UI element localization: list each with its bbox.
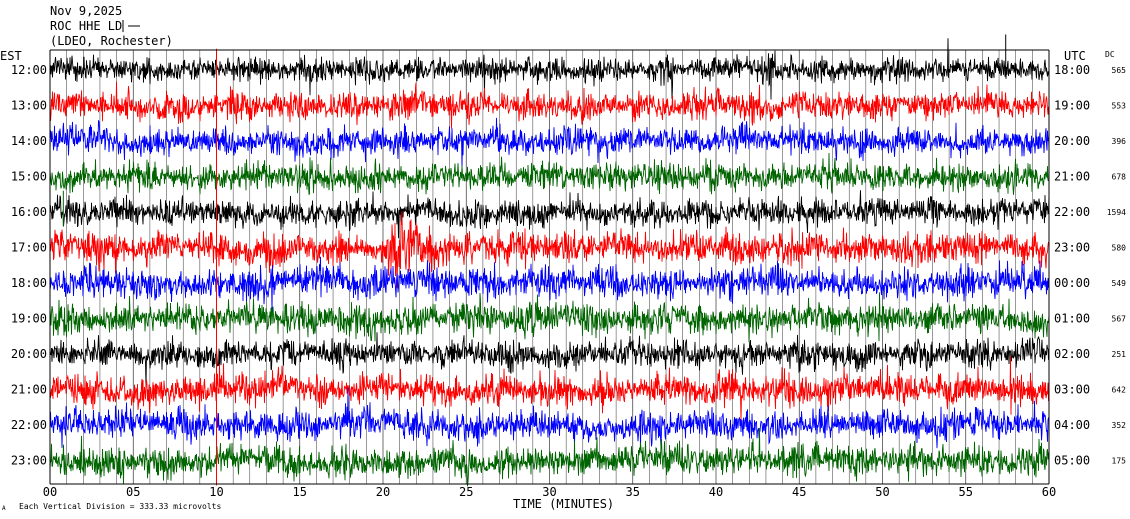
x-tick-label: 35 [626, 485, 640, 499]
utc-hour-label: 18:00 [1054, 63, 1090, 77]
utc-hour-label: 03:00 [1054, 383, 1090, 397]
utc-hour-label: 05:00 [1054, 454, 1090, 468]
trace-group [49, 34, 1050, 487]
dc-offset-label: 565 [1112, 66, 1127, 75]
x-tick-label: 10 [209, 485, 223, 499]
utc-hour-label: 23:00 [1054, 241, 1090, 255]
dc-offset-label: 642 [1112, 386, 1127, 395]
network-title: (LDEO, Rochester) [50, 34, 173, 48]
dc-offset-label: 1594 [1107, 208, 1126, 217]
dc-offset-label: 175 [1112, 457, 1127, 466]
dc-offset-label: 567 [1112, 315, 1127, 324]
dc-offset-label: 580 [1112, 244, 1127, 253]
x-tick-label: 55 [959, 485, 973, 499]
station-title: ROC HHE LD [50, 19, 123, 33]
est-hour-label: 16:00 [11, 205, 47, 219]
dc-offset-label: 553 [1112, 102, 1127, 111]
x-tick-label: 50 [875, 485, 889, 499]
est-hour-label: 22:00 [11, 418, 47, 432]
dc-offset-label: 396 [1112, 137, 1127, 146]
utc-label: UTC [1064, 49, 1086, 63]
x-tick-label: 45 [792, 485, 806, 499]
x-tick-label: 25 [459, 485, 473, 499]
plot-frame [49, 20, 1050, 485]
date-title: Nov 9,2025 [50, 4, 123, 18]
est-hour-label: 21:00 [11, 383, 47, 397]
corner-mark: A [2, 505, 6, 512]
minute-tick-labels: 00 05 10 15 20 25 30 35 40 45 50 55 60 [43, 485, 1056, 499]
est-hour-label: 13:00 [11, 99, 47, 113]
x-tick-label: 15 [293, 485, 307, 499]
est-hour-label: 12:00 [11, 63, 47, 77]
est-hour-label: 15:00 [11, 170, 47, 184]
x-tick-label: 20 [376, 485, 390, 499]
dc-offset-label: 549 [1112, 279, 1127, 288]
x-tick-label: 05 [126, 485, 140, 499]
scale-note: Each Vertical Division = 333.33 microvol… [19, 502, 222, 511]
est-hour-label: 17:00 [11, 241, 47, 255]
est-label: EST [0, 49, 22, 63]
dc-offset-label: 251 [1112, 350, 1127, 359]
x-tick-label: 30 [542, 485, 556, 499]
est-hour-label: 23:00 [11, 454, 47, 468]
utc-hour-label: 00:00 [1054, 276, 1090, 290]
x-tick-label: 00 [43, 485, 57, 499]
utc-hour-label: 21:00 [1054, 170, 1090, 184]
utc-hour-label: 01:00 [1054, 312, 1090, 326]
hour-labels: 12:00 18:00 565 13:00 19:00 553 14:00 20:00 396 1… [11, 63, 1126, 468]
x-axis-title: TIME (MINUTES) [513, 497, 615, 511]
est-hour-label: 20:00 [11, 347, 47, 361]
est-hour-label: 14:00 [11, 134, 47, 148]
x-tick-label: 40 [709, 485, 723, 499]
utc-hour-label: 02:00 [1054, 347, 1090, 361]
est-hour-label: 18:00 [11, 276, 47, 290]
utc-hour-label: 22:00 [1054, 205, 1090, 219]
dc-label: DC [1105, 50, 1115, 59]
utc-hour-label: 20:00 [1054, 134, 1090, 148]
dc-offset-label: 678 [1112, 173, 1127, 182]
minute-grid [49, 50, 1050, 484]
utc-hour-label: 19:00 [1054, 99, 1090, 113]
x-tick-label: 60 [1042, 485, 1056, 499]
est-hour-label: 19:00 [11, 312, 47, 326]
dc-offset-label: 352 [1112, 421, 1127, 430]
utc-hour-label: 04:00 [1054, 418, 1090, 432]
